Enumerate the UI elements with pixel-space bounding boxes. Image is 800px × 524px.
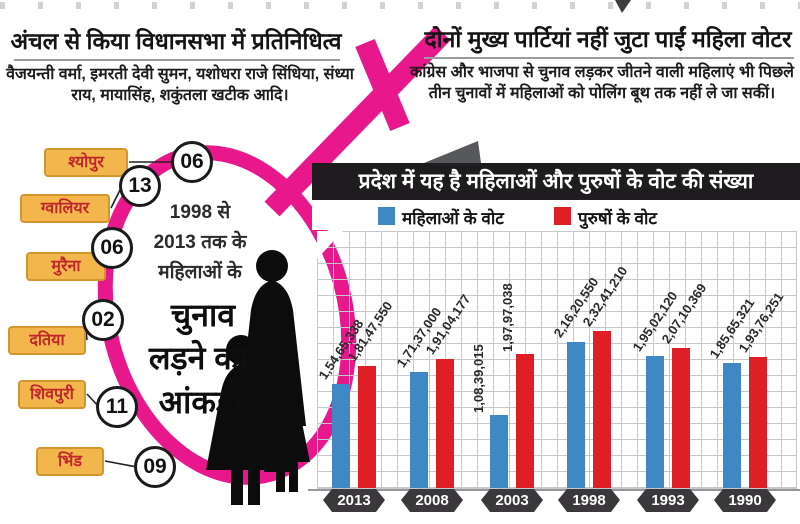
right-headline-rule [424,57,794,59]
emphasis-line-3: आंकड़ा [158,384,242,420]
chart-legend: महिलाओं के वोट पुरुषों के वोट [312,201,800,230]
female-votes-swatch-icon [378,207,395,225]
bar-female-votes [723,363,741,488]
right-body: कांग्रेस और भाजपा से चुनाव लड़कर जीतने व… [409,64,795,103]
district-badge: दतिया [8,326,86,355]
bar-female-votes [410,372,428,488]
year-badge: 1998 [558,489,620,512]
bar-female-votes [332,384,350,488]
district-count-circle: 13 [119,165,161,207]
bar-value-label: 1,97,97,038 [500,283,515,352]
grid-corner-notch [317,231,343,259]
mother-and-children-silhouette-icon [206,250,310,505]
district-count-circle: 11 [96,386,138,428]
district-count-circle: 06 [91,227,133,269]
left-body: वैजयन्ती वर्मा, इमरती देवी सुमन, यशोधरा … [6,66,354,105]
period-line-2: 2013 तक के [153,232,247,253]
district-count-circle: 09 [134,446,176,488]
left-headline: अंचल से किया विधानसभा में प्रतिनिधित्व [10,28,342,54]
bar-value-label: 1,08,39,015 [471,344,486,413]
chart-grid [317,231,797,489]
bar-male-votes [749,357,767,488]
district-badge: शिवपुरी [18,380,86,409]
left-headline-rule [14,59,340,61]
district-count-circle: 06 [171,141,213,183]
male-votes-swatch-icon [554,207,571,225]
bar-female-votes [490,415,508,488]
ribbon-shadow-icon [424,141,481,163]
year-badge: 1993 [637,489,699,512]
chart-title: प्रदेश में यह है महिलाओं और पुरुषों के व… [358,170,754,193]
right-headline: दोनों मुख्य पार्टियां नहीं जुटा पाईं महि… [424,26,792,52]
legend-label-male: पुरुषों के वोट [578,209,657,228]
year-badge: 1990 [714,489,776,512]
district-badge: भिंड [36,447,104,476]
bar-female-votes [646,356,664,488]
emphasis-line-1: चुनाव [170,297,236,333]
year-badge: 2013 [323,489,385,512]
period-line-3: महिलाओं के [158,262,242,283]
torn-edge-marks [0,2,800,9]
year-badge: 2008 [401,489,463,512]
period-line-1: 1998 से [169,202,231,223]
district-badge: ग्वालियर [20,194,110,223]
district-badge: श्योपुर [44,148,128,177]
district-count-circle: 02 [82,299,124,341]
year-badge: 2003 [481,489,543,512]
bar-male-votes [593,331,611,488]
bar-male-votes [516,354,534,488]
tear-mark-icon [615,0,631,13]
emphasis-line-2: लड़ने का [148,340,248,376]
bar-male-votes [436,359,454,488]
bar-female-votes [567,342,585,488]
legend-label-female: महिलाओं के वोट [402,209,504,228]
bar-male-votes [672,348,690,488]
bar-male-votes [358,366,376,488]
x-axis-line [308,489,800,491]
chart-title-band: प्रदेश में यह है महिलाओं और पुरुषों के व… [312,163,800,200]
